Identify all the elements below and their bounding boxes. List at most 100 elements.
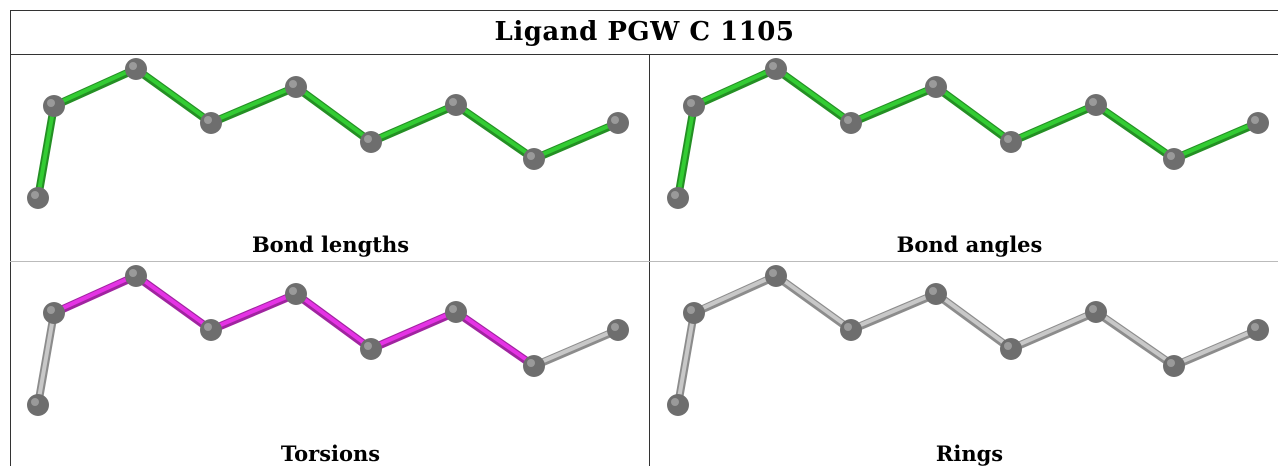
- atom-highlight-9: [1251, 116, 1259, 124]
- bond-highlight-6: [1009, 309, 1098, 350]
- atom-highlight-1: [31, 191, 39, 199]
- bond-highlight-6: [369, 309, 458, 350]
- atom-highlight-5: [289, 287, 297, 295]
- atom-5: [285, 76, 307, 98]
- atom-highlight-9: [1251, 323, 1259, 331]
- atom-3: [765, 265, 787, 287]
- atom-4: [840, 112, 862, 134]
- atom-5: [925, 76, 947, 98]
- atom-7: [1085, 94, 1107, 116]
- atom-5: [925, 283, 947, 305]
- panel-caption: Torsions: [280, 441, 381, 466]
- atom-2: [43, 302, 65, 324]
- atom-highlight-8: [1167, 152, 1175, 160]
- atom-highlight-1: [671, 398, 679, 406]
- atom-highlight-6: [364, 135, 372, 143]
- atom-highlight-2: [687, 99, 695, 107]
- bond-highlight-2: [692, 66, 778, 107]
- bond-highlight-8: [1172, 327, 1260, 367]
- atom-highlight-9: [611, 116, 619, 124]
- atom-7: [445, 94, 467, 116]
- atom-highlight-5: [929, 287, 937, 295]
- atom-highlight-7: [449, 98, 457, 106]
- center-divider: [649, 55, 650, 466]
- atom-6: [1000, 131, 1022, 153]
- bond-highlight-6: [1009, 102, 1098, 143]
- atom-highlight-9: [611, 323, 619, 331]
- atom-highlight-7: [1089, 98, 1097, 106]
- bond-highlight-1: [36, 103, 56, 199]
- figure-title: Ligand PGW C 1105: [494, 17, 795, 47]
- bond-highlight-3: [774, 273, 853, 331]
- atom-3: [125, 58, 147, 80]
- molecule-diagram: [667, 265, 1269, 416]
- bond-highlight-7: [454, 309, 536, 367]
- atom-highlight-4: [844, 116, 852, 124]
- atom-1: [667, 187, 689, 209]
- bond-highlight-5: [294, 84, 373, 143]
- atom-4: [200, 319, 222, 341]
- atom-highlight-3: [769, 62, 777, 70]
- bond-highlight-4: [209, 84, 298, 124]
- atom-4: [200, 112, 222, 134]
- atom-3: [125, 265, 147, 287]
- atom-highlight-2: [687, 306, 695, 314]
- bond-highlight-8: [532, 120, 620, 160]
- atom-1: [27, 394, 49, 416]
- bond-highlight-3: [134, 66, 213, 124]
- atom-highlight-3: [769, 269, 777, 277]
- atom-highlight-6: [1004, 135, 1012, 143]
- atom-highlight-1: [671, 191, 679, 199]
- atom-6: [1000, 338, 1022, 360]
- row-divider: [10, 261, 1278, 262]
- bond-highlight-5: [934, 84, 1013, 143]
- atom-9: [1247, 112, 1269, 134]
- atom-9: [1247, 319, 1269, 341]
- atom-9: [607, 319, 629, 341]
- bond-highlight-5: [294, 291, 373, 350]
- atom-highlight-3: [129, 62, 137, 70]
- atom-8: [1163, 148, 1185, 170]
- atom-highlight-4: [844, 323, 852, 331]
- atom-4: [840, 319, 862, 341]
- atom-highlight-2: [47, 306, 55, 314]
- atom-highlight-8: [1167, 359, 1175, 367]
- bond-highlight-7: [1094, 102, 1176, 160]
- bond-highlight-7: [1094, 309, 1176, 367]
- atom-highlight-4: [204, 116, 212, 124]
- atom-highlight-4: [204, 323, 212, 331]
- molecule-diagram: [27, 58, 629, 209]
- bond-highlight-8: [1172, 120, 1260, 160]
- atom-highlight-5: [289, 80, 297, 88]
- panel-rings: Rings: [650, 262, 1278, 466]
- atom-highlight-3: [129, 269, 137, 277]
- atom-6: [360, 338, 382, 360]
- atom-highlight-8: [527, 152, 535, 160]
- title-row: Ligand PGW C 1105: [10, 10, 1278, 55]
- atom-6: [360, 131, 382, 153]
- atom-highlight-2: [47, 99, 55, 107]
- atom-2: [683, 95, 705, 117]
- panel-caption: Bond lengths: [251, 232, 410, 257]
- bond-highlight-2: [692, 273, 778, 314]
- bond-highlight-8: [532, 327, 620, 367]
- atom-highlight-6: [364, 342, 372, 350]
- panel-bond-angles: Bond angles: [650, 55, 1278, 261]
- molecule-diagram: [667, 58, 1269, 209]
- atom-highlight-7: [449, 305, 457, 313]
- atom-highlight-6: [1004, 342, 1012, 350]
- bond-highlight-1: [36, 310, 56, 406]
- atom-highlight-7: [1089, 305, 1097, 313]
- molecule-diagram: [27, 265, 629, 416]
- atom-9: [607, 112, 629, 134]
- atom-7: [445, 301, 467, 323]
- bond-highlight-4: [849, 291, 938, 331]
- bond-highlight-1: [676, 103, 696, 199]
- panel-bond-lengths: Bond lengths: [11, 55, 650, 261]
- left-border: [10, 55, 11, 466]
- atom-1: [27, 187, 49, 209]
- bond-highlight-2: [52, 273, 138, 314]
- bond-highlight-7: [454, 102, 536, 160]
- atom-1: [667, 394, 689, 416]
- bond-highlight-4: [209, 291, 298, 331]
